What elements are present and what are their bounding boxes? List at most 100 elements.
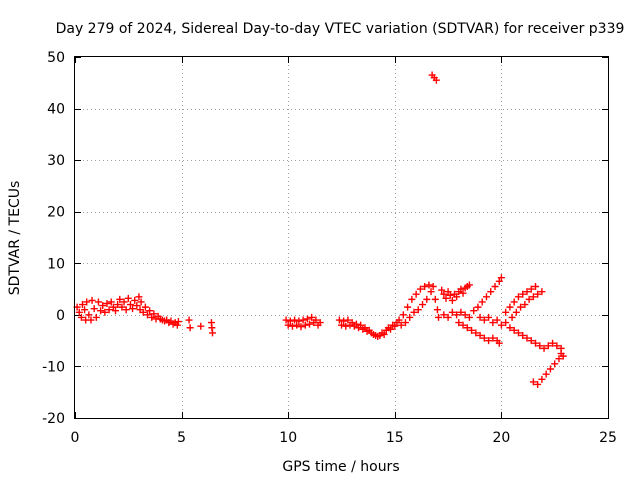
data-point (293, 321, 301, 329)
data-point (288, 322, 296, 330)
data-point (523, 288, 531, 296)
data-point (555, 355, 563, 363)
data-point (412, 290, 420, 298)
data-point (101, 308, 109, 316)
data-point (489, 334, 497, 342)
data-point (301, 321, 309, 329)
data-point (455, 319, 463, 327)
data-point (185, 316, 193, 324)
data-point (109, 303, 117, 311)
data-point (348, 319, 356, 327)
data-point (559, 352, 567, 360)
data-point (99, 302, 107, 310)
data-point (338, 321, 345, 329)
data-point (459, 289, 467, 297)
data-point (94, 298, 102, 306)
data-point (340, 317, 348, 325)
data-point (143, 311, 151, 319)
data-point (468, 326, 476, 334)
grid (75, 57, 608, 418)
data-point (491, 282, 499, 290)
data-point (459, 321, 467, 329)
data-point (465, 313, 473, 321)
data-point (387, 325, 395, 333)
data-point (523, 334, 531, 342)
y-axis-label: SDTVAR / TECUs (7, 181, 23, 296)
x-tick-label: 25 (599, 430, 617, 446)
data-point (112, 307, 120, 315)
data-point (529, 293, 537, 301)
data-point (395, 316, 403, 324)
data-point (493, 316, 501, 324)
data-point (532, 282, 540, 290)
data-point (391, 322, 399, 330)
data-point (83, 298, 91, 306)
data-point (527, 337, 535, 345)
data-point (146, 307, 154, 315)
data-point (150, 310, 158, 318)
data-point (514, 329, 522, 337)
data-point (517, 303, 525, 311)
data-point (482, 293, 490, 301)
data-point (510, 326, 518, 334)
data-point (472, 329, 480, 337)
data-point (316, 319, 324, 327)
data-point (551, 360, 559, 368)
data-point (209, 329, 217, 337)
data-point (506, 324, 514, 332)
x-tick-label: 20 (492, 430, 510, 446)
data-point (335, 316, 343, 324)
data-point (440, 290, 448, 298)
data-point (427, 288, 435, 296)
data-point (352, 320, 360, 328)
data-points (73, 71, 567, 388)
x-tick-label: 5 (177, 430, 186, 446)
data-point (444, 288, 452, 296)
data-point (546, 365, 554, 373)
data-point (87, 316, 95, 324)
data-point (105, 306, 113, 314)
y-tick-label: 0 (56, 308, 65, 324)
data-point (312, 316, 320, 324)
data-point (286, 317, 294, 325)
data-point (440, 311, 448, 319)
data-point (131, 296, 139, 304)
data-point (542, 370, 550, 378)
y-tick-label: 10 (47, 256, 65, 272)
data-point (90, 305, 98, 313)
data-point (506, 303, 514, 311)
data-point (122, 306, 130, 314)
data-point (406, 313, 414, 321)
data-point (401, 319, 409, 327)
plot-frame (74, 56, 609, 419)
data-point (485, 313, 493, 321)
data-point (299, 316, 307, 324)
data-point (404, 303, 412, 311)
data-point (444, 313, 452, 321)
data-point (114, 301, 122, 309)
data-point (416, 285, 424, 293)
data-point (135, 293, 143, 301)
x-tick-label: 0 (71, 430, 80, 446)
data-point (453, 293, 461, 301)
x-tick-label: 15 (386, 430, 404, 446)
data-point (502, 308, 510, 316)
data-point (495, 339, 503, 347)
data-point (399, 311, 407, 319)
data-point (103, 300, 111, 308)
data-point (508, 313, 516, 321)
data-point (536, 342, 544, 350)
data-point (465, 281, 473, 289)
data-point (425, 281, 433, 289)
data-point (532, 339, 540, 347)
data-point (448, 308, 456, 316)
data-point (129, 305, 137, 313)
data-point (120, 298, 128, 306)
data-point (291, 316, 299, 324)
data-point (495, 277, 503, 285)
axis-ticks: 0 5 10 15 20 25 -20 -10 0 10 20 30 40 50 (42, 50, 617, 446)
data-point (544, 342, 552, 350)
y-tick-label: 30 (47, 153, 65, 169)
data-point (77, 313, 85, 321)
data-point (534, 380, 542, 388)
